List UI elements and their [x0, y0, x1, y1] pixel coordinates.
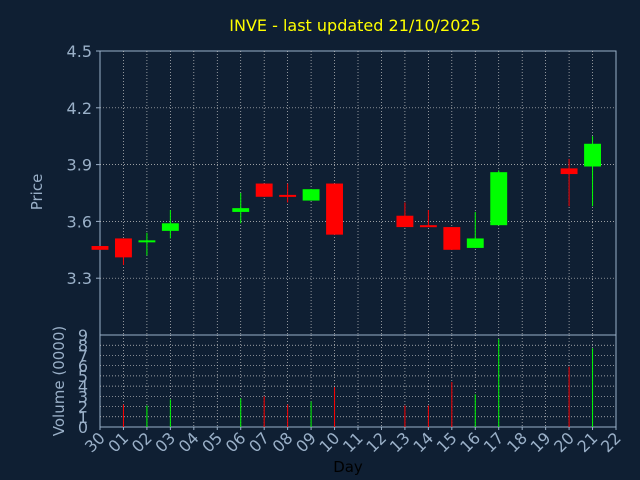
- volume-tick-label: 6: [78, 357, 88, 376]
- candle-body: [419, 225, 437, 228]
- chart-title: INVE - last updated 21/10/2025: [229, 16, 480, 35]
- volume-tick-label: 8: [78, 336, 88, 355]
- candle-body: [326, 183, 343, 235]
- candle-body: [138, 240, 156, 243]
- volume-tick-label: 1: [78, 408, 88, 427]
- candle-body: [115, 238, 132, 258]
- candle-body: [302, 189, 320, 201]
- volume-axis-label: Volume (0000): [50, 326, 68, 436]
- price-panel: 3.3 3.6 3.9 4.2 4.5: [67, 42, 617, 336]
- price-tick-label: 3.9: [67, 156, 92, 175]
- volume-tick-label: 9: [78, 326, 88, 345]
- volume-tick-label: 7: [78, 346, 88, 365]
- candle-body: [584, 143, 601, 167]
- price-tick-label: 4.2: [67, 99, 92, 118]
- price-tick-label: 4.5: [67, 42, 92, 61]
- candle-body: [560, 168, 578, 175]
- x-axis: 3001020304050607080910111213141516171819…: [81, 427, 625, 456]
- candle-body: [161, 223, 179, 231]
- candle-body: [255, 183, 273, 197]
- candle-body: [443, 227, 461, 250]
- candle-body: [232, 208, 250, 212]
- price-tick-label: 3.6: [67, 212, 92, 231]
- candle-body: [490, 172, 508, 226]
- candle-body: [279, 194, 297, 197]
- x-axis-label: Day: [333, 458, 363, 476]
- volume-tick-label: 2: [78, 398, 88, 417]
- candle-body: [466, 238, 484, 248]
- price-tick-label: 3.3: [67, 269, 92, 288]
- candle-body: [396, 215, 414, 228]
- volume-tick-label: 5: [78, 367, 88, 386]
- volume-tick-label: 3: [78, 387, 88, 406]
- candle-body: [91, 246, 109, 250]
- price-axis-label: Price: [28, 174, 46, 211]
- volume-tick-label: 0: [78, 418, 88, 437]
- volume-tick-label: 4: [78, 377, 88, 396]
